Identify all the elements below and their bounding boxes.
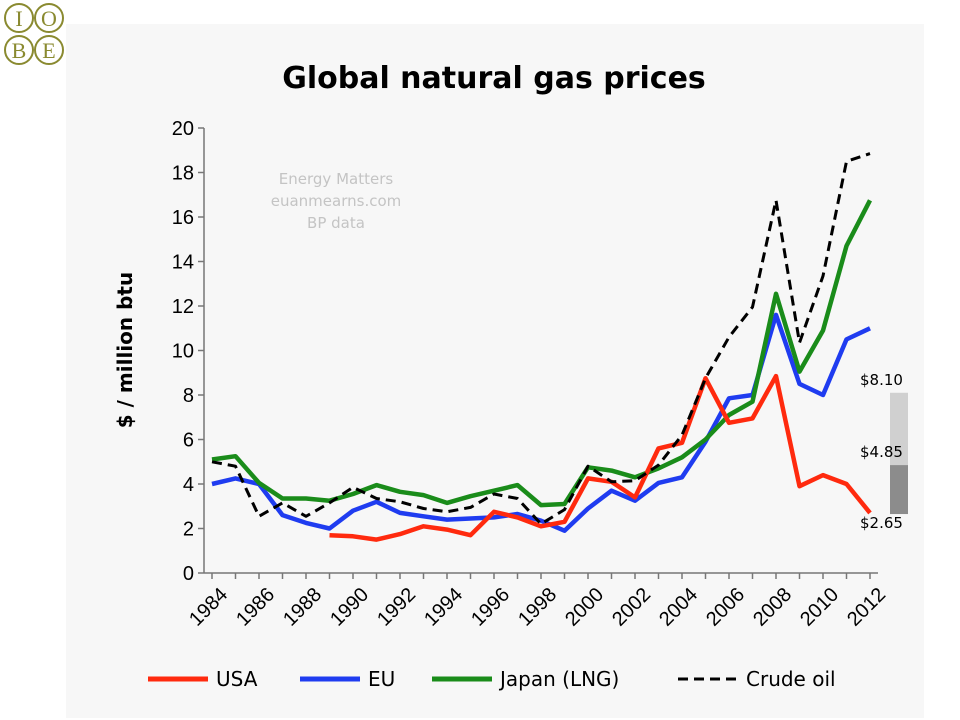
y-tick-label: 12 bbox=[172, 296, 194, 318]
watermark-line: Energy Matters bbox=[279, 170, 394, 188]
y-tick-label: 2 bbox=[183, 519, 194, 541]
x-tick-label: 2004 bbox=[655, 584, 702, 631]
x-tick-label: 1986 bbox=[232, 584, 279, 631]
x-tick-label: 1988 bbox=[279, 584, 326, 631]
y-tick-label: 10 bbox=[172, 341, 194, 363]
x-tick-label: 2002 bbox=[608, 584, 655, 631]
x-axis-ticks: 1984 1986 1988 1990 1992 1994 1996 1998 2000 2002… bbox=[185, 573, 890, 631]
y-tick-label: 20 bbox=[172, 118, 194, 140]
x-tick-label: 1990 bbox=[326, 584, 373, 631]
range-bar-lower bbox=[890, 465, 908, 515]
legend-label: EU bbox=[368, 667, 395, 691]
x-tick-label: 1998 bbox=[514, 584, 561, 631]
x-tick-label: 1984 bbox=[185, 584, 232, 631]
series-line-usa bbox=[329, 373, 872, 542]
x-tick-label: 2010 bbox=[796, 584, 843, 631]
x-tick-label: 2008 bbox=[749, 584, 796, 631]
y-tick-label: 4 bbox=[183, 474, 194, 496]
series-line-japan-lng bbox=[211, 199, 873, 508]
watermark: Energy Matters euanmearns.com BP data bbox=[271, 170, 402, 232]
y-axis-ticks: 0 2 4 6 8 10 12 14 16 18 20 bbox=[172, 118, 204, 585]
chart-title: Global natural gas prices bbox=[282, 61, 706, 96]
series-line-crude-oil bbox=[211, 152, 871, 526]
x-tick-label: 2000 bbox=[561, 584, 608, 631]
svg-text:I: I bbox=[15, 6, 22, 31]
iobe-logo: I O B E bbox=[4, 3, 64, 65]
series-lines bbox=[211, 152, 873, 542]
price-annotation: $8.10 bbox=[860, 371, 903, 389]
watermark-line: euanmearns.com bbox=[271, 192, 402, 210]
y-tick-label: 14 bbox=[172, 252, 194, 274]
price-annotations: $8.10 $4.85 $2.65 bbox=[860, 371, 903, 532]
y-tick-label: 0 bbox=[183, 563, 194, 585]
y-tick-label: 8 bbox=[183, 385, 194, 407]
y-axis-label: $ / million btu bbox=[113, 272, 137, 428]
svg-text:O: O bbox=[41, 6, 57, 31]
x-tick-label: 2012 bbox=[843, 584, 890, 631]
legend-label: Crude oil bbox=[746, 667, 836, 691]
y-tick-label: 18 bbox=[172, 163, 194, 185]
legend-label: USA bbox=[216, 667, 258, 691]
y-tick-label: 6 bbox=[183, 430, 194, 452]
x-tick-label: 2006 bbox=[702, 584, 749, 631]
range-bar-upper bbox=[890, 392, 908, 466]
svg-text:B: B bbox=[12, 38, 27, 63]
y-tick-label: 16 bbox=[172, 207, 194, 229]
watermark-line: BP data bbox=[307, 214, 365, 232]
svg-text:E: E bbox=[42, 38, 55, 63]
x-tick-label: 1996 bbox=[467, 584, 514, 631]
x-tick-label: 1992 bbox=[373, 584, 420, 631]
legend-label: Japan (LNG) bbox=[498, 667, 619, 691]
price-annotation: $4.85 bbox=[860, 443, 903, 461]
chart-panel bbox=[66, 24, 924, 718]
price-annotation: $2.65 bbox=[860, 514, 903, 532]
legend: USA EU Japan (LNG) Crude oil bbox=[148, 667, 836, 691]
price-range-bar bbox=[890, 392, 908, 515]
x-tick-label: 1994 bbox=[420, 584, 467, 631]
